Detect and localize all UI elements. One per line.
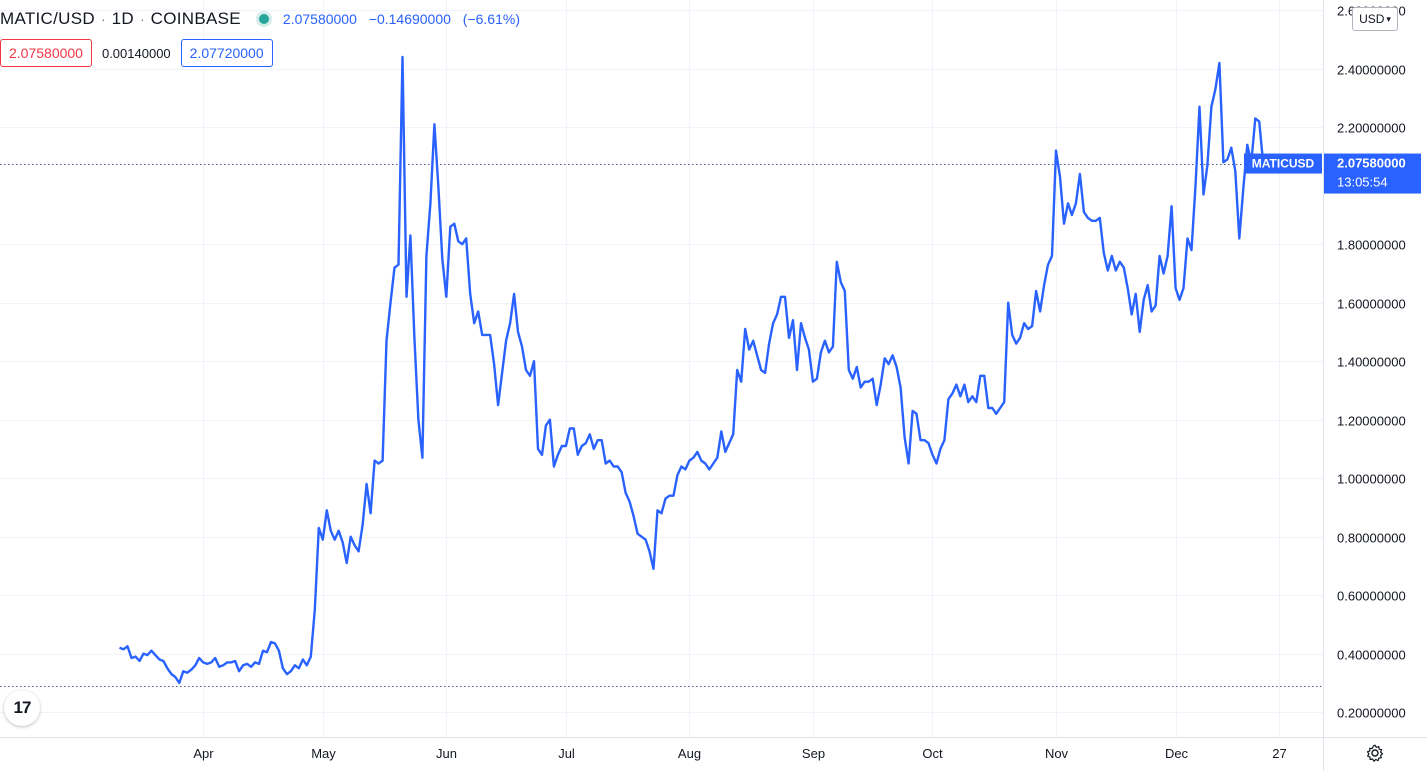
symbol-tag-label: MATICUSD [1252, 157, 1315, 171]
logo-text: 17 [13, 698, 32, 717]
chevron-down-icon: ▾ [1386, 13, 1391, 24]
legend-symbol[interactable]: MATIC/USD [0, 9, 95, 28]
price-axis-tick-label: 2.40000000 [1337, 63, 1406, 78]
price-tag-value: 2.07580000 [1337, 156, 1406, 171]
tradingview-logo[interactable]: 17 [4, 690, 40, 726]
price-series-line [119, 55, 1265, 685]
time-axis-tick-label: Sep [802, 746, 825, 761]
last-price-tag: MATICUSD 2.07580000 13:05:54 [1244, 153, 1421, 194]
buy-price-button[interactable]: 2.07720000 [180, 39, 273, 67]
bar-countdown: 13:05:54 [1337, 175, 1388, 190]
chart-grid [0, 0, 1323, 737]
legend-change-percent: (−6.61%) [462, 11, 520, 27]
price-axis-tick-label: 1.80000000 [1337, 238, 1406, 253]
price-axis-tick-label: 1.20000000 [1337, 414, 1406, 429]
time-axis-tick-label: May [311, 746, 336, 761]
legend-interval[interactable]: 1D [111, 9, 134, 28]
time-axis-tick-label: Apr [193, 746, 214, 761]
time-axis[interactable]: Apr May Jun Jul Aug Sep Oct Nov Dec 27 [193, 746, 1286, 761]
gear-icon[interactable] [1362, 740, 1388, 766]
price-axis[interactable]: 0.20000000 0.40000000 0.60000000 0.80000000… [1337, 4, 1406, 721]
time-axis-tick-label: Oct [922, 746, 943, 761]
price-axis-tick-label: 2.20000000 [1337, 121, 1406, 136]
reference-lines [0, 164, 1323, 687]
chart-legend[interactable]: MATIC/USD · 1D · COINBASE 2.07580000 −0.… [0, 8, 528, 30]
price-axis-tick-label: 0.60000000 [1337, 589, 1406, 604]
price-axis-tick-label: 1.00000000 [1337, 472, 1406, 487]
legend-change: −0.14690000 [368, 11, 451, 27]
legend-separator: · [100, 11, 106, 27]
time-axis-tick-label: Aug [678, 746, 701, 761]
currency-label: USD [1359, 12, 1385, 26]
time-axis-tick-label: Jul [558, 746, 575, 761]
time-axis-tick-label: Dec [1165, 746, 1189, 761]
quote-row: 2.07580000 0.00140000 2.07720000 [0, 39, 273, 67]
price-tag-bg [1324, 153, 1421, 194]
spread-value: 0.00140000 [101, 45, 171, 61]
market-status-icon[interactable] [258, 14, 269, 24]
time-axis-tick-label: 27 [1272, 746, 1286, 761]
price-axis-tick-label: 0.20000000 [1337, 706, 1406, 721]
gear-icon-graphic [1366, 744, 1384, 762]
legend-separator: · [139, 11, 145, 27]
legend-exchange: COINBASE [150, 9, 241, 28]
symbol-tag-bg [1244, 153, 1322, 174]
price-axis-tick-label: 1.60000000 [1337, 297, 1406, 312]
price-axis-tick-label: 0.40000000 [1337, 648, 1406, 663]
legend-last-price: 2.07580000 [282, 11, 357, 27]
time-axis-tick-label: Jun [436, 746, 457, 761]
time-axis-tick-label: Nov [1045, 746, 1069, 761]
legend-values: 2.07580000 −0.14690000 (−6.61%) [283, 11, 528, 27]
sell-price-button[interactable]: 2.07580000 [0, 39, 92, 67]
currency-dropdown[interactable]: USD ▾ [1352, 7, 1398, 31]
price-axis-tick-label: 1.40000000 [1337, 355, 1406, 370]
price-axis-tick-label: 0.80000000 [1337, 531, 1406, 546]
